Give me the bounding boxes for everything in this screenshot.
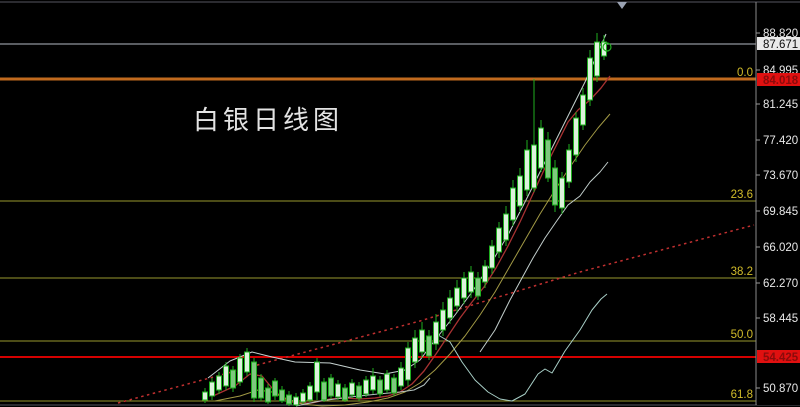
fib-level-label: 50.0 xyxy=(731,329,753,341)
candle-body xyxy=(398,367,404,387)
price-axis-label: 81.245 xyxy=(763,99,798,111)
candle-body xyxy=(405,347,411,381)
candle-body xyxy=(202,391,208,401)
candle-body xyxy=(237,357,243,383)
alert-price-value: 54.425 xyxy=(763,352,799,364)
candle-body xyxy=(321,381,327,401)
candle-body xyxy=(468,271,474,293)
candle-body xyxy=(524,149,530,191)
price-axis-label: 69.845 xyxy=(763,206,798,218)
fib-level-label: 0.0 xyxy=(737,67,753,79)
alert-price-value: 84.018 xyxy=(763,75,799,87)
candle-body xyxy=(447,297,453,319)
candle-body xyxy=(559,177,565,209)
candle-body xyxy=(461,277,467,299)
candle-body xyxy=(580,94,586,126)
candle-body xyxy=(328,377,334,397)
candle-body xyxy=(545,139,551,179)
bollinger-lower xyxy=(479,161,609,353)
candle-body xyxy=(454,287,460,307)
candle-body xyxy=(566,149,572,183)
candle-body xyxy=(594,41,600,77)
candle-body xyxy=(482,265,488,283)
price-axis-label: 58.445 xyxy=(763,313,798,325)
candle-body xyxy=(335,383,341,398)
ascending-trendline xyxy=(117,224,755,404)
candle-body xyxy=(510,187,516,221)
current-price-value: 87.671 xyxy=(763,39,798,51)
candle-body xyxy=(496,227,502,253)
scroll-position-triangle-icon[interactable] xyxy=(617,2,627,9)
candle-body xyxy=(209,381,215,397)
candle-body xyxy=(538,127,544,169)
candle-body xyxy=(286,394,292,405)
candle-body xyxy=(363,379,369,395)
candle-body xyxy=(216,375,222,391)
price-axis-label: 50.870 xyxy=(763,383,798,395)
candle-body xyxy=(251,361,257,399)
candle-body xyxy=(377,379,383,395)
candle-body xyxy=(307,385,313,401)
candle-body xyxy=(419,329,425,353)
candle-body xyxy=(272,380,278,397)
candle-body xyxy=(531,144,537,189)
alert-price-box xyxy=(757,73,800,86)
candle-body xyxy=(356,385,362,399)
candle-body xyxy=(489,245,495,269)
current-price-box xyxy=(757,37,800,50)
candle-body xyxy=(573,117,579,156)
candle-body xyxy=(475,277,481,297)
candle-body xyxy=(265,387,271,403)
candle-body xyxy=(349,382,355,396)
candle-body xyxy=(391,377,397,394)
candle-body xyxy=(412,337,418,363)
alert-price-box xyxy=(757,350,800,363)
price-axis-label: 73.670 xyxy=(763,170,798,182)
candle-body xyxy=(223,365,229,387)
candle-body xyxy=(244,351,250,373)
candle-body xyxy=(384,373,390,391)
candle-body xyxy=(293,396,299,406)
candle-body xyxy=(300,392,306,403)
ma-slow-teal xyxy=(432,293,608,402)
candle-body xyxy=(517,175,523,207)
candle-body xyxy=(279,389,285,402)
candle-body xyxy=(440,309,446,331)
price-axis-label: 66.020 xyxy=(763,242,798,254)
candle-body xyxy=(230,369,236,389)
price-axis-label: 77.420 xyxy=(763,135,798,147)
fib-level-label: 23.6 xyxy=(731,189,753,201)
candle-body xyxy=(433,321,439,345)
price-axis-label: 62.270 xyxy=(763,278,798,290)
candle-body xyxy=(258,377,264,399)
candle-body xyxy=(342,387,348,401)
fib-level-label: 61.8 xyxy=(731,389,753,401)
candle-body xyxy=(587,57,593,101)
candle-body xyxy=(314,361,320,393)
price-axis-panel[interactable] xyxy=(757,3,800,405)
candle-body xyxy=(503,213,509,241)
last-bar-marker-icon xyxy=(602,42,612,52)
candle-body xyxy=(552,167,558,206)
candle-body xyxy=(426,335,432,357)
candle-body xyxy=(370,375,376,391)
fib-level-label: 38.2 xyxy=(731,266,753,278)
